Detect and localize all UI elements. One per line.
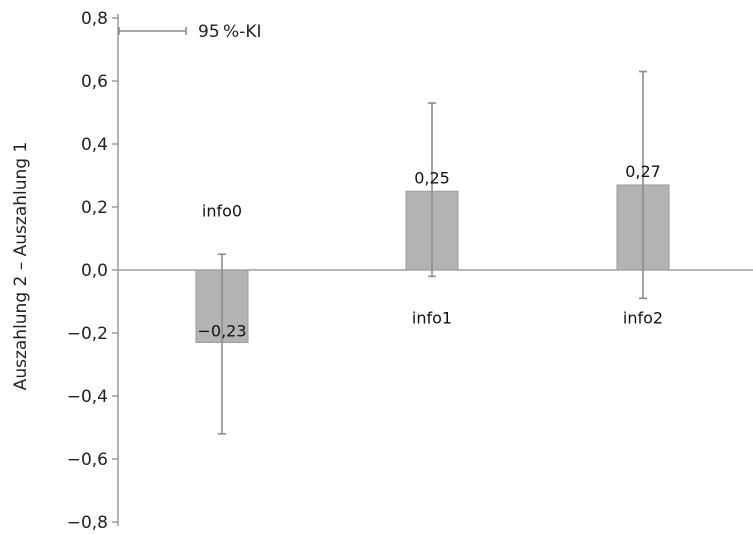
y-tick-label: 0,6 [81,72,108,92]
labels: −0,23 info0 0,25 info1 0,27 info2 [197,162,663,341]
y-tick-label: 0,8 [81,9,108,29]
y-tick-label: −0,4 [67,387,108,407]
value-label-info2: 0,27 [625,162,661,181]
axes: 0,8 0,6 0,4 0,2 0,0 −0,2 −0,4 −0,6 −0,8 [67,9,753,533]
legend: 95 %-KI [118,22,261,42]
value-label-info1: 0,25 [414,168,450,187]
category-label-info0: info0 [202,201,242,220]
category-label-info2: info2 [623,309,663,328]
y-tick-label: −0,2 [67,324,108,344]
y-tick-label: −0,8 [67,513,108,533]
y-tick-label: 0,0 [81,261,108,281]
value-label-info0: −0,23 [197,321,246,340]
category-label-info1: info1 [412,309,452,328]
y-tick-label: −0,6 [67,450,108,470]
legend-label: 95 %-KI [198,22,261,42]
y-tick-label: 0,2 [81,198,108,218]
y-tick-label: 0,4 [81,135,108,155]
y-axis-label: Auszahlung 2 – Auszahlung 1 [11,142,31,391]
error-bars [218,70,647,435]
